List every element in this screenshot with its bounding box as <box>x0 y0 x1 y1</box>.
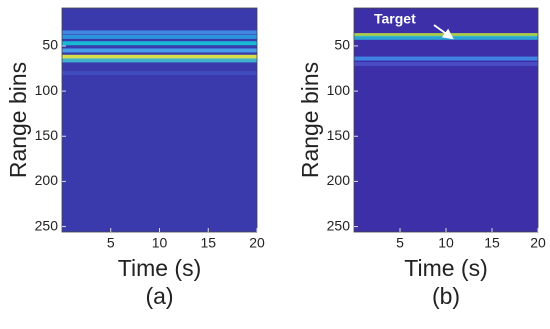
heatmap-band <box>354 35 538 40</box>
heatmap-background <box>62 8 257 232</box>
heatmap-band <box>62 41 257 46</box>
y-axis-label: Range bins <box>5 62 31 178</box>
x-tick-label: 5 <box>396 235 404 251</box>
x-axis-label: Time (s) <box>404 255 487 281</box>
heatmap-band <box>354 56 538 61</box>
x-tick-label: 20 <box>249 235 265 251</box>
x-tick-label: 15 <box>484 235 500 251</box>
y-axis-label: Range bins <box>297 62 323 178</box>
caption: (b) <box>432 283 460 309</box>
y-tick-label: 200 <box>35 172 59 188</box>
y-tick-label: 100 <box>35 82 59 98</box>
y-tick-label: 250 <box>35 217 59 233</box>
heatmap-band <box>354 62 538 66</box>
y-tick-label: 50 <box>334 37 350 53</box>
caption: (a) <box>145 283 173 309</box>
heatmap-band <box>62 71 257 76</box>
x-axis-label: Time (s) <box>118 255 201 281</box>
y-tick-label: 150 <box>327 127 351 143</box>
heatmap-band <box>62 54 257 59</box>
y-tick-label: 200 <box>327 172 351 188</box>
heatmap-band <box>62 34 257 39</box>
y-tick-label: 150 <box>35 127 59 143</box>
x-tick-label: 20 <box>530 235 546 251</box>
x-tick-label: 15 <box>200 235 216 251</box>
annotation-arrow <box>433 24 454 40</box>
x-tick-label: 5 <box>107 235 115 251</box>
y-tick-label: 50 <box>42 37 58 53</box>
heatmap-background <box>354 8 538 232</box>
x-tick-label: 10 <box>152 235 168 251</box>
heatmap-band <box>62 30 257 35</box>
heatmap-band <box>62 48 257 53</box>
heatmap-band <box>62 58 257 63</box>
y-tick-label: 100 <box>327 82 351 98</box>
x-tick-label: 10 <box>438 235 454 251</box>
y-tick-label: 250 <box>327 217 351 233</box>
annotation: Target <box>374 11 416 27</box>
